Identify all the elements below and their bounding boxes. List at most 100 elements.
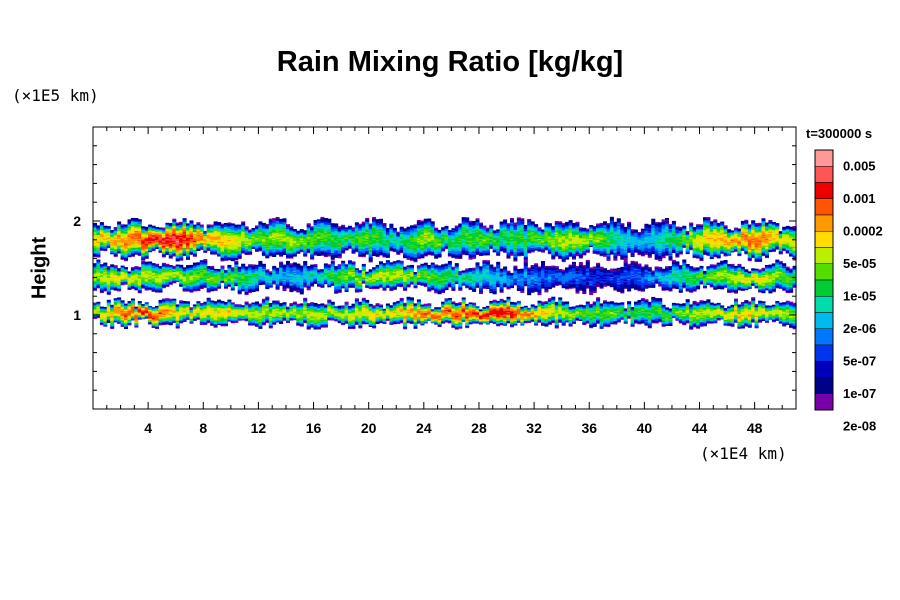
field-cell: [296, 234, 301, 236]
field-cell: [496, 229, 501, 232]
field-cell: [313, 236, 318, 239]
field-cell: [454, 252, 459, 255]
field-cell: [609, 216, 614, 219]
field-cell: [261, 228, 266, 231]
field-cell: [365, 232, 370, 235]
field-cell: [427, 229, 432, 232]
field-cell: [365, 223, 370, 226]
field-cell: [310, 230, 315, 233]
field-cell: [627, 251, 632, 253]
field-cell: [365, 246, 370, 248]
field-cell: [182, 250, 187, 253]
field-cell: [168, 238, 173, 241]
field-cell: [199, 244, 204, 247]
field-cell: [306, 232, 311, 234]
field-cell: [613, 237, 618, 240]
field-cell: [620, 243, 625, 246]
field-cell: [603, 238, 607, 240]
field-cell: [582, 250, 587, 252]
field-cell: [530, 224, 535, 227]
field-cell: [651, 219, 656, 222]
field-cell: [227, 246, 232, 248]
field-cell: [627, 222, 632, 225]
field-cell: [703, 252, 707, 254]
field-cell: [399, 247, 404, 249]
field-cell: [551, 248, 556, 251]
field-cell: [434, 233, 439, 235]
field-cell: [568, 241, 573, 244]
field-cell: [513, 258, 518, 261]
field-cell: [237, 232, 242, 235]
field-cell: [606, 235, 611, 238]
field-cell: [551, 253, 556, 255]
field-cell: [375, 219, 380, 221]
field-cell: [379, 218, 383, 221]
field-cell: [227, 224, 232, 227]
field-cell: [506, 233, 511, 235]
field-cell: [320, 222, 325, 225]
field-cell: [444, 228, 449, 230]
field-cell: [165, 223, 170, 226]
field-cell: [420, 244, 425, 246]
field-cell: [279, 221, 284, 223]
field-cell: [437, 232, 442, 234]
field-cell: [392, 241, 397, 244]
field-cell: [675, 252, 680, 255]
field-cell: [337, 256, 342, 259]
field-cell: [396, 239, 401, 242]
field-cell: [430, 224, 435, 227]
field-cell: [217, 225, 222, 228]
field-cell: [344, 231, 349, 234]
field-cell: [603, 245, 607, 247]
field-cell: [637, 248, 642, 251]
field-cell: [530, 248, 535, 251]
field-cell: [413, 231, 418, 233]
field-cell: [665, 253, 669, 255]
field-cell: [155, 231, 159, 234]
field-cell: [151, 244, 156, 247]
field-cell: [627, 248, 632, 251]
field-cell: [210, 233, 215, 236]
field-cell: [516, 254, 521, 257]
field-cell: [365, 252, 370, 255]
field-cell: [699, 227, 704, 230]
field-cell: [578, 236, 583, 239]
field-cell: [320, 230, 325, 233]
field-cell: [96, 232, 101, 234]
field-cell: [113, 230, 118, 233]
field-cell: [616, 239, 621, 242]
field-cell: [592, 230, 597, 233]
field-cell: [468, 243, 473, 246]
field-cell: [554, 245, 559, 248]
field-cell: [186, 238, 190, 240]
field-cell: [606, 244, 611, 247]
field-cell: [434, 241, 439, 243]
field-cell: [416, 240, 421, 242]
field-cell: [93, 255, 97, 258]
field-cell: [479, 224, 483, 227]
field-cell: [461, 225, 466, 227]
field-cell: [468, 232, 473, 234]
field-cell: [137, 226, 142, 228]
field-cell: [172, 223, 177, 225]
field-cell: [547, 243, 552, 246]
field-cell: [675, 227, 680, 230]
field-cell: [613, 254, 618, 257]
field-cell: [217, 237, 222, 240]
field-cell: [375, 237, 380, 239]
field-cell: [572, 231, 576, 234]
field-cell: [103, 225, 108, 228]
field-cell: [554, 239, 559, 241]
field-cell: [265, 229, 270, 232]
field-cell: [372, 220, 377, 223]
field-cell: [234, 238, 239, 240]
field-cell: [616, 245, 621, 248]
field-cell: [575, 251, 580, 253]
field-cell: [582, 232, 587, 234]
field-cell: [603, 237, 607, 239]
field-cell: [230, 229, 235, 231]
field-cell: [485, 244, 490, 247]
field-cell: [454, 242, 459, 245]
field-cell: [654, 223, 659, 225]
field-cell: [510, 228, 514, 230]
